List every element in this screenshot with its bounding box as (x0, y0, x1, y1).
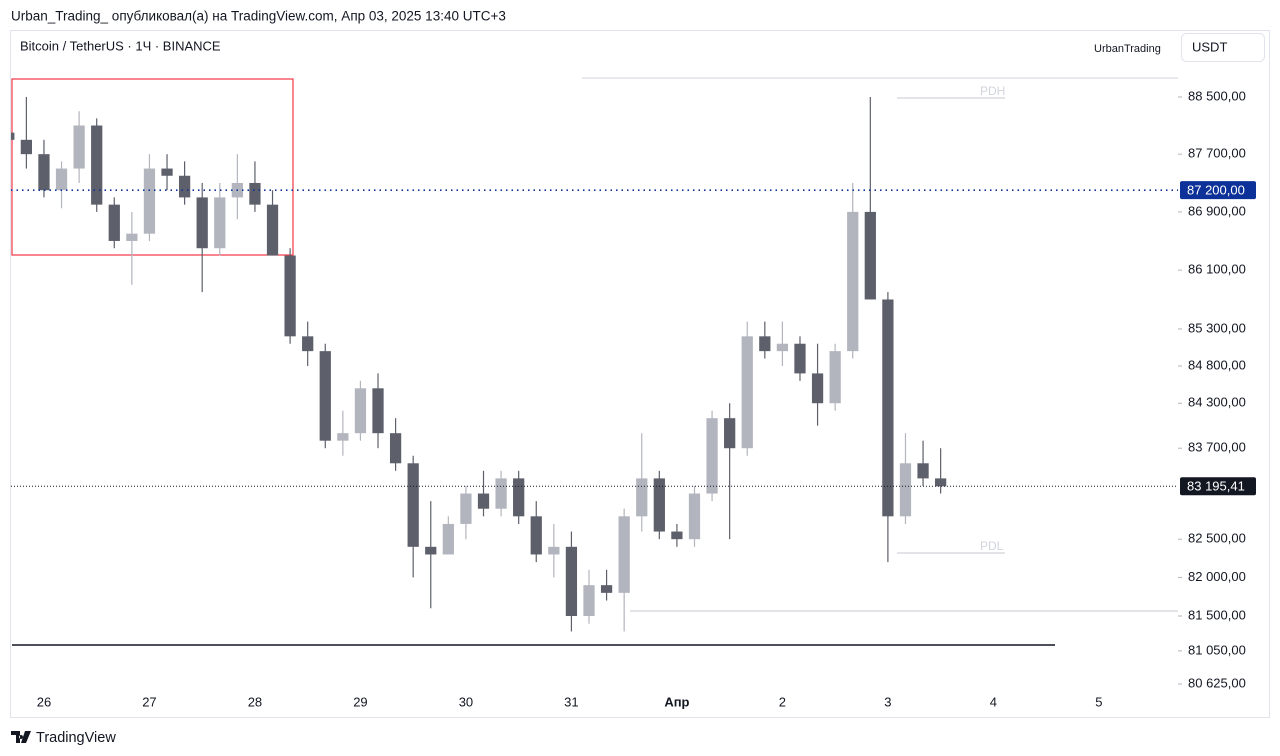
candle-body (178, 175, 191, 198)
candle-body (618, 516, 630, 593)
candle-body (442, 523, 454, 555)
y-tick-label: 87 700,00 (1188, 146, 1246, 161)
candle-body (688, 493, 701, 540)
y-tick-label: 82 500,00 (1188, 531, 1246, 546)
pdh-label: PDH (980, 84, 1005, 98)
candle-body (477, 493, 490, 509)
candle-body (495, 478, 507, 509)
candle-body (389, 433, 402, 464)
x-tick-label: 29 (353, 694, 367, 709)
y-tick-label: 84 300,00 (1188, 395, 1246, 410)
x-tick-label: 28 (248, 694, 262, 709)
candle-body (935, 478, 947, 487)
candle-body (917, 463, 929, 479)
candle-body (530, 516, 542, 555)
candle-body (636, 478, 648, 517)
chart-frame (10, 30, 1270, 718)
candle-body (407, 463, 419, 547)
author-label: UrbanTrading (1094, 43, 1161, 55)
candle-body (600, 585, 613, 593)
candle-body (460, 493, 472, 524)
zone-box (11, 78, 294, 256)
candle-body (425, 546, 437, 555)
candle-body (337, 433, 349, 441)
x-tick-label: 3 (884, 694, 891, 709)
candle-body (38, 154, 50, 191)
currency-button[interactable] (1181, 33, 1265, 62)
x-tick-label: 5 (1095, 694, 1102, 709)
currency-label[interactable]: USDT (1192, 39, 1227, 54)
candle-body (73, 125, 85, 169)
candle-body (759, 336, 771, 352)
y-tick-label: 83 700,00 (1188, 440, 1246, 455)
candle-body (91, 125, 103, 205)
x-tick-label: 4 (990, 694, 997, 709)
brand-name: TradingView (36, 730, 116, 746)
x-tick-label: Апр (664, 694, 689, 709)
symbol-title: Bitcoin / TetherUS · 1Ч · BINANCE (20, 38, 221, 53)
candle-body (811, 373, 824, 404)
candle-body (548, 546, 560, 555)
candle-body (126, 233, 138, 241)
y-tick-label: 88 500,00 (1188, 88, 1246, 103)
candle-body (794, 343, 806, 374)
candle-body (724, 418, 736, 449)
last_price-tag (1180, 477, 1256, 496)
candle-body (143, 168, 156, 234)
candle-body (55, 168, 68, 191)
last_price-label: 83 195,41 (1187, 479, 1245, 494)
candle-body (847, 211, 859, 352)
candle-body (354, 388, 367, 434)
y-tick-label: 81 050,00 (1188, 642, 1246, 657)
level-tag (1180, 181, 1256, 200)
y-tick-label: 85 300,00 (1188, 320, 1246, 335)
y-tick-label: 81 500,00 (1188, 607, 1246, 622)
candle-body (899, 463, 912, 517)
candle-body (565, 546, 578, 616)
y-tick-label: 86 100,00 (1188, 262, 1246, 277)
pdl-label: PDL (980, 539, 1004, 553)
candle-body (653, 478, 665, 532)
drawings (11, 77, 1178, 646)
y-tick-label: 80 625,00 (1188, 675, 1246, 690)
plot (11, 96, 947, 632)
candle-body (319, 351, 331, 441)
candle-body (161, 168, 173, 176)
candle-body (214, 197, 226, 249)
candle-body (776, 343, 789, 352)
candle-body (671, 531, 683, 540)
x-tick-label: 31 (564, 694, 578, 709)
y-tick-label: 82 000,00 (1188, 569, 1246, 584)
y-tick-label: 84 800,00 (1188, 357, 1246, 372)
x-tick-label: 2 (779, 694, 786, 709)
publisher-line: Urban_Trading_ опубликовал(а) на Trading… (11, 9, 506, 24)
y-tick-label: 86 900,00 (1188, 203, 1246, 218)
candle-body (829, 351, 841, 404)
candle-body (583, 585, 595, 616)
candle-body (706, 418, 718, 494)
candle-body (864, 211, 876, 300)
level-label: 87 200,00 (1187, 183, 1245, 198)
candle-body (882, 299, 894, 517)
candle-body (249, 182, 261, 205)
candle-body (741, 336, 753, 449)
candle-body (20, 139, 32, 155)
brand: TradingView (11, 730, 116, 746)
candle-body (196, 197, 208, 249)
candle-body (302, 336, 314, 352)
x-tick-label: 26 (37, 694, 51, 709)
candle-body (372, 388, 384, 434)
x-tick-label: 30 (459, 694, 473, 709)
candle-body (284, 255, 296, 337)
brand-logo (11, 731, 31, 743)
candle-body (266, 204, 279, 256)
candle-body (11, 132, 15, 140)
candle-body (513, 478, 525, 517)
x-tick-label: 27 (142, 694, 156, 709)
candle-body (108, 204, 120, 241)
